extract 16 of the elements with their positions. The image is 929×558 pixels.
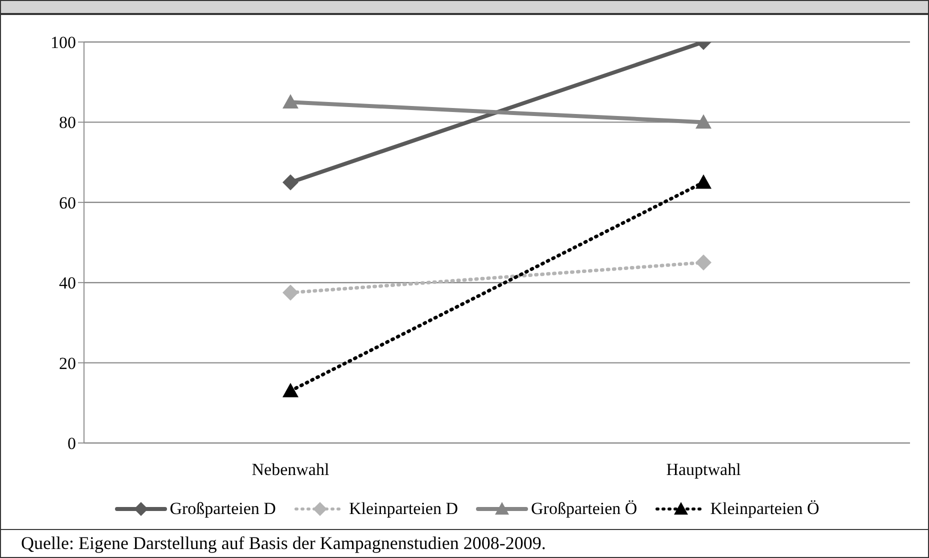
point xyxy=(696,254,712,271)
legend-label: Kleinparteien D xyxy=(348,499,458,519)
y-tick-label: 100 xyxy=(50,33,76,52)
x-tick-label: Nebenwahl xyxy=(252,460,330,480)
x-tick-label: Hauptwahl xyxy=(666,460,742,480)
point xyxy=(282,284,298,301)
y-tick-label: 20 xyxy=(59,354,76,373)
legend-label: Großparteien Ö xyxy=(531,499,638,519)
y-tick-label: 80 xyxy=(59,113,76,132)
y-tick-label: 60 xyxy=(59,193,76,212)
point xyxy=(282,174,298,190)
legend-label: Großparteien D xyxy=(170,499,276,519)
y-tick-label: 40 xyxy=(59,274,76,293)
source-note: Quelle: Eigene Darstellung auf Basis der Kampagnenstudien 2008-2009. xyxy=(21,533,547,554)
legend-label: Kleinparteien Ö xyxy=(710,499,820,519)
y-tick-label: 0 xyxy=(68,434,76,454)
